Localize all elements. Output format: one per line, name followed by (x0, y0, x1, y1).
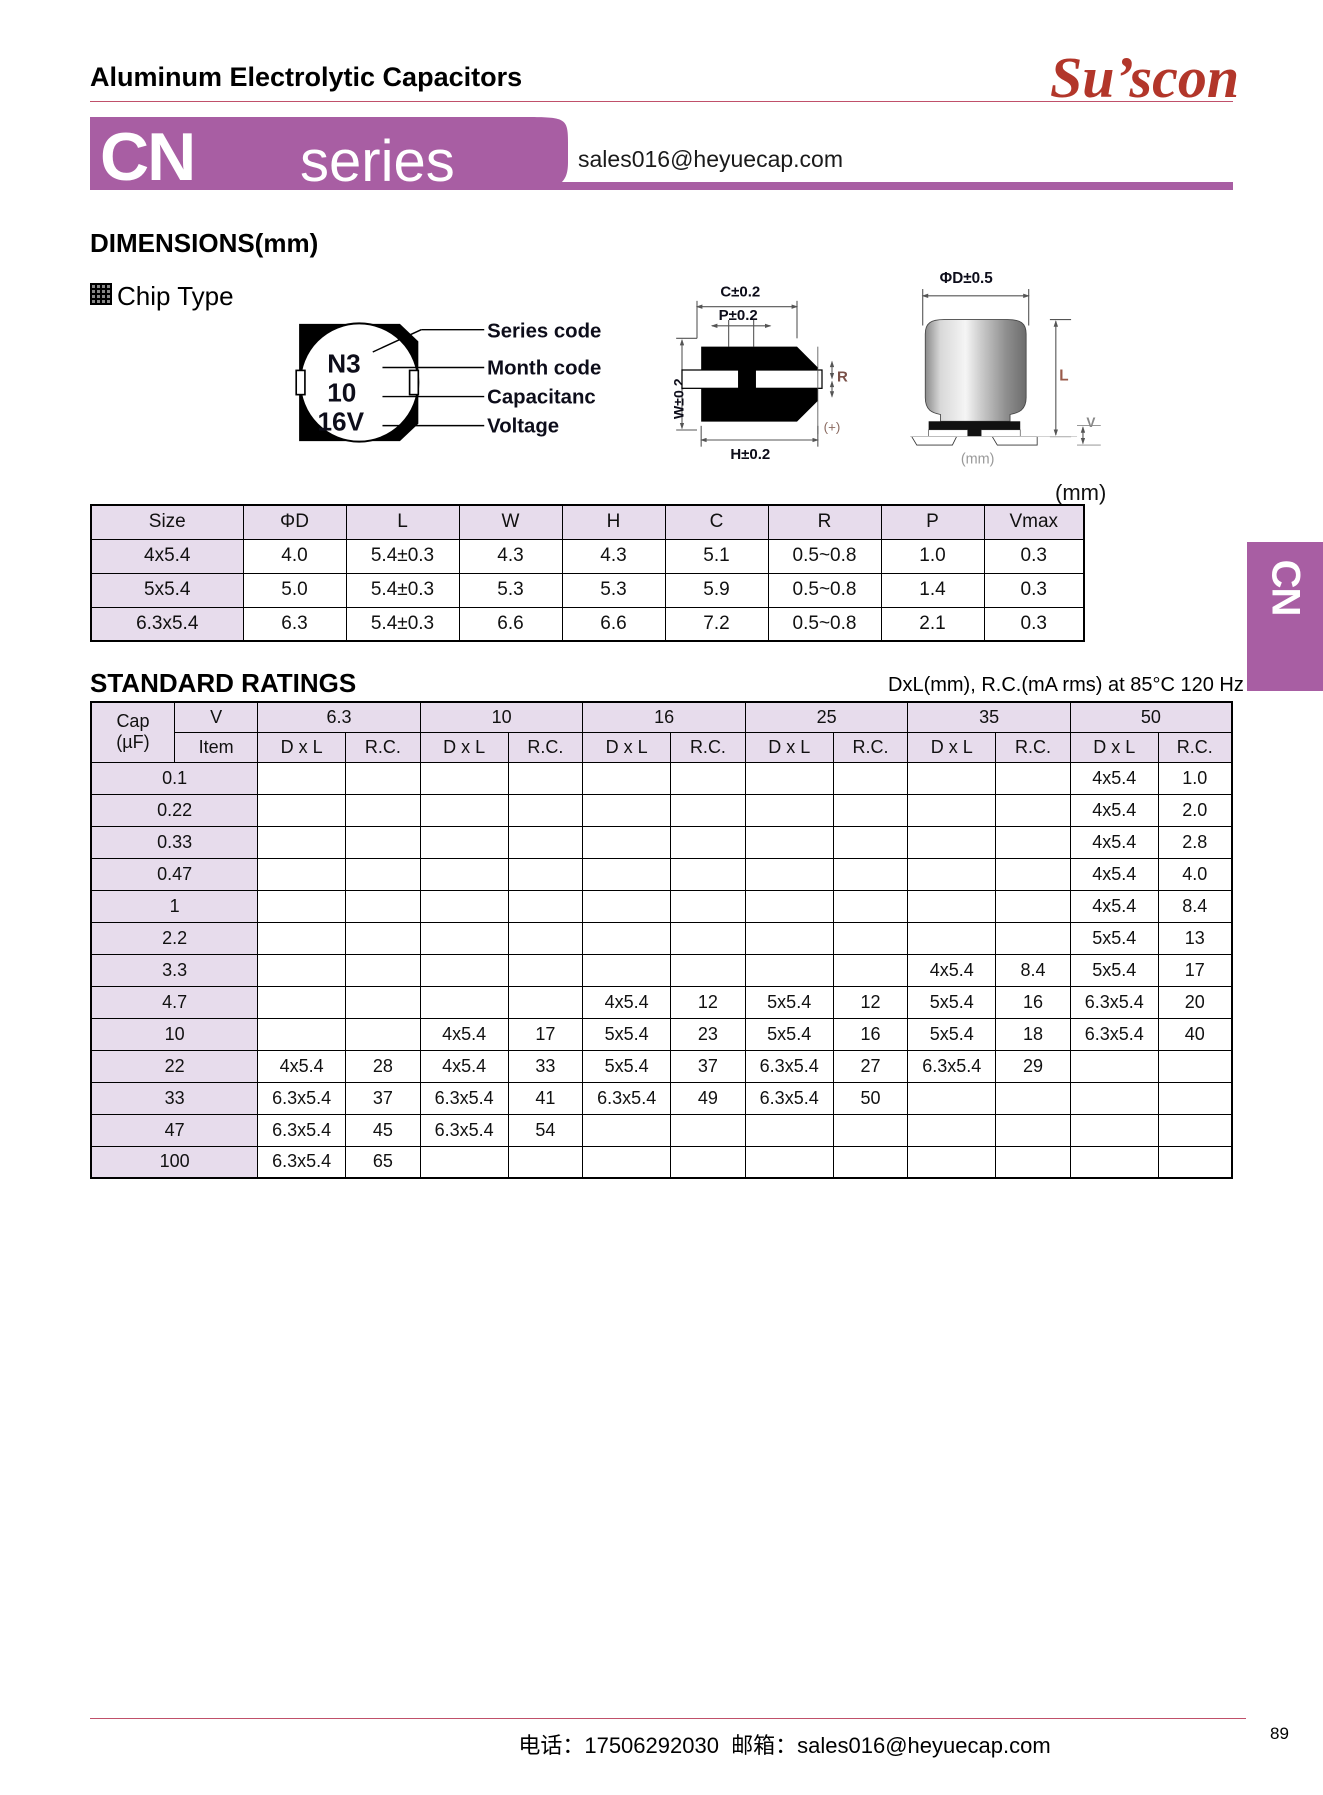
svg-text:Series code: Series code (487, 320, 601, 342)
svg-text:Month code: Month code (487, 357, 601, 379)
svg-text:Capacitanc: Capacitanc (487, 386, 596, 408)
svg-text:H±0.2: H±0.2 (730, 446, 770, 463)
svg-text:P±0.2: P±0.2 (719, 307, 758, 324)
svg-text:N3: N3 (327, 348, 360, 378)
svg-text:(mm): (mm) (961, 452, 995, 468)
svg-text:C±0.2: C±0.2 (720, 284, 760, 301)
svg-text:V: V (1086, 415, 1095, 430)
svg-text:R: R (837, 369, 848, 386)
svg-text:L: L (1059, 368, 1068, 385)
svg-text:10: 10 (327, 377, 356, 407)
svg-text:ΦD±0.5: ΦD±0.5 (940, 270, 994, 287)
svg-text:16V: 16V (318, 406, 365, 436)
svg-text:(+): (+) (824, 420, 841, 435)
svg-text:Voltage: Voltage (487, 415, 559, 437)
